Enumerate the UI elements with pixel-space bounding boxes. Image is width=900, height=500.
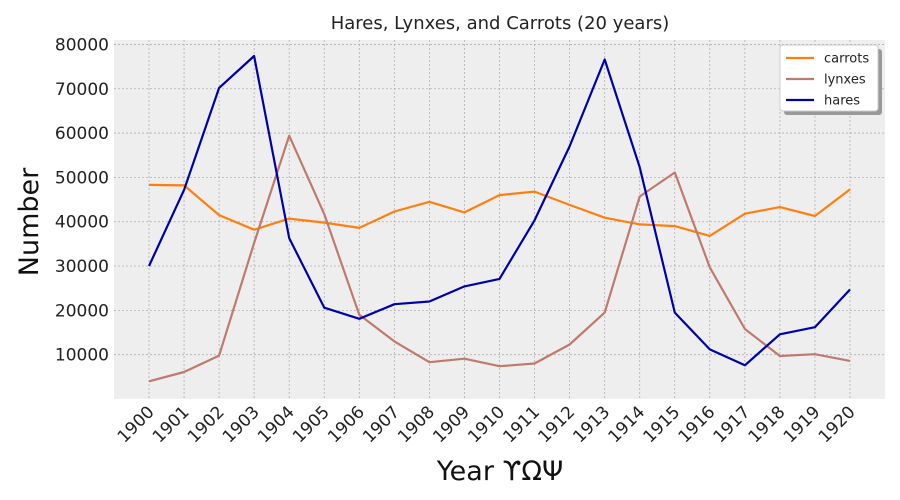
series-layer — [148, 54, 851, 383]
y-tick-label: 20000 — [55, 301, 109, 321]
x-tick-label: 1902 — [184, 402, 229, 447]
x-tick-label: 1907 — [359, 402, 404, 447]
series-line-carrots — [148, 183, 851, 237]
chart-title: Hares, Lynxes, and Carrots (20 years) — [331, 13, 670, 34]
x-tick-label: 1913 — [569, 402, 614, 447]
y-tick-label: 40000 — [55, 213, 109, 233]
x-tick-label: 1916 — [675, 402, 720, 447]
x-tick-label: 1908 — [394, 402, 439, 447]
x-tick-label: 1900 — [114, 402, 159, 447]
x-tick-label: 1901 — [149, 402, 194, 447]
series-line-lynxes — [148, 134, 851, 383]
legend-label-carrots: carrots — [824, 52, 869, 67]
legend-box — [779, 44, 879, 112]
y-tick-label: 80000 — [55, 35, 109, 55]
grid — [114, 40, 885, 399]
x-tick-label: 1915 — [640, 402, 685, 447]
x-tick-label: 1903 — [219, 402, 264, 447]
y-tick-label: 70000 — [55, 80, 109, 100]
x-axis-label: Year ϒΩΨ — [436, 456, 564, 487]
y-axis-label: Number — [14, 167, 45, 276]
y-tick-label: 10000 — [55, 346, 109, 366]
x-tick-label: 1920 — [815, 402, 860, 447]
x-tick-label: 1917 — [710, 402, 755, 447]
x-tick-label: 1914 — [605, 402, 650, 447]
x-tick-label: 1906 — [324, 402, 369, 447]
x-tick-label: 1919 — [780, 402, 825, 447]
y-tick-label: 60000 — [55, 124, 109, 144]
series-line-hares — [148, 54, 851, 367]
x-tick-label: 1904 — [254, 402, 299, 447]
x-tick-label: 1910 — [464, 402, 509, 447]
legend-label-hares: hares — [824, 94, 860, 109]
x-tick-label: 1905 — [289, 402, 334, 447]
legend: carrots lynxes hares — [779, 44, 882, 115]
legend-entries: carrots lynxes hares — [786, 52, 869, 109]
x-tick-label: 1912 — [534, 402, 579, 447]
x-tick-label: 1918 — [745, 402, 790, 447]
legend-label-lynxes: lynxes — [824, 73, 866, 88]
x-tick-label: 1909 — [429, 402, 474, 447]
y-tick-label: 50000 — [55, 168, 109, 188]
x-tick-label: 1911 — [499, 402, 544, 447]
y-tick-label: 30000 — [55, 257, 109, 277]
